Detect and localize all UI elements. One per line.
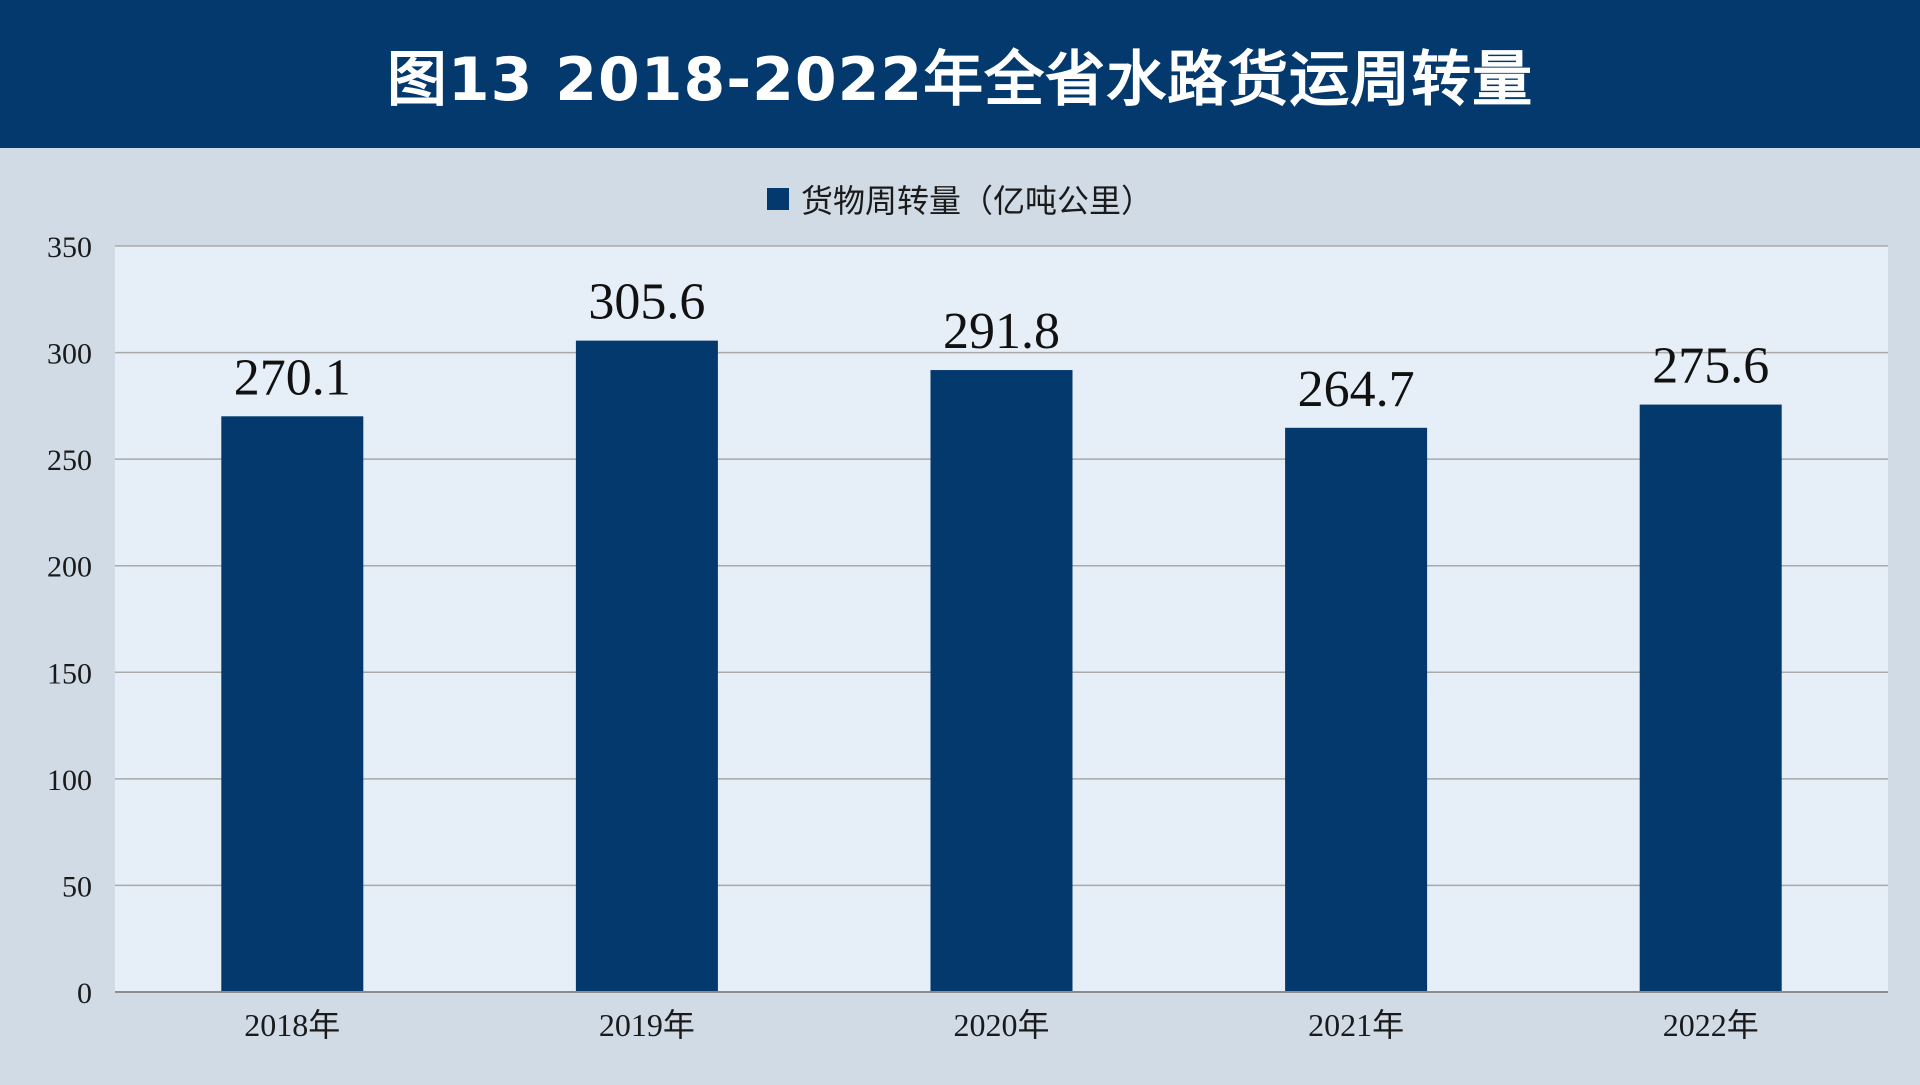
y-tick-label: 350 xyxy=(47,231,92,264)
title-bar: 图13 2018-2022年全省水路货运周转量 xyxy=(0,0,1920,148)
bar xyxy=(1285,427,1428,992)
x-tick-label: 2019年 xyxy=(599,1007,695,1043)
x-tick-label: 2020年 xyxy=(953,1007,1049,1043)
y-tick-label: 50 xyxy=(62,870,92,903)
y-tick-label: 150 xyxy=(47,657,92,690)
legend-label: 货物周转量（亿吨公里） xyxy=(800,182,1153,220)
bar xyxy=(575,340,718,992)
x-tick-label: 2022年 xyxy=(1663,1007,1759,1043)
bar xyxy=(1639,404,1782,993)
x-tick-label: 2021年 xyxy=(1308,1007,1404,1043)
data-label: 270.1 xyxy=(234,349,351,406)
y-tick-label: 200 xyxy=(47,551,92,584)
chart-area: 货物周转量（亿吨公里） 0 50 100 150 200 250 300 350 270.1 20… xyxy=(0,148,1920,1080)
bar-chart: 0 50 100 150 200 250 300 350 270.1 2018年 305.6 2019… xyxy=(47,231,1888,1043)
data-label: 264.7 xyxy=(1298,361,1415,418)
y-tick-label: 0 xyxy=(77,977,92,1010)
chart-title: 图13 2018-2022年全省水路货运周转量 xyxy=(386,44,1534,115)
y-tick-label: 300 xyxy=(47,338,92,371)
y-tick-label: 250 xyxy=(47,444,92,477)
bar xyxy=(930,370,1073,992)
bar xyxy=(221,416,364,992)
y-tick-label: 100 xyxy=(47,764,92,797)
legend: 货物周转量（亿吨公里） xyxy=(0,176,1920,222)
data-label: 291.8 xyxy=(943,303,1060,360)
legend-swatch xyxy=(766,188,789,210)
data-label: 305.6 xyxy=(588,274,705,331)
data-label: 275.6 xyxy=(1652,338,1769,395)
x-tick-label: 2018年 xyxy=(244,1007,340,1043)
